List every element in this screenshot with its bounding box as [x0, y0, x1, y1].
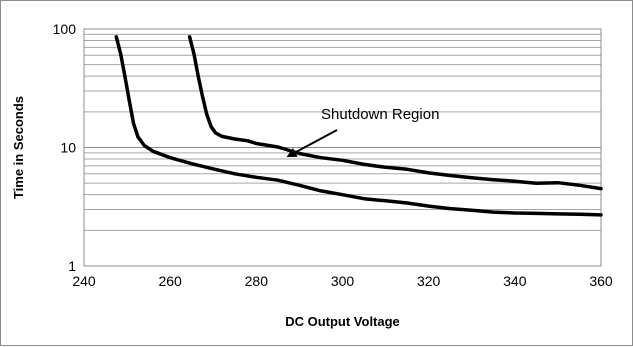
x-tick-label: 360	[589, 273, 613, 289]
annotation-arrowhead	[286, 147, 298, 158]
x-tick-label: 240	[72, 273, 96, 289]
y-tick-label: 1	[68, 258, 76, 274]
x-tick-label: 340	[503, 273, 527, 289]
annotation-label: Shutdown Region	[321, 106, 439, 123]
x-tick-label: 260	[158, 273, 182, 289]
x-tick-label: 280	[245, 273, 269, 289]
x-axis-title: DC Output Voltage	[285, 314, 400, 329]
y-tick-label: 10	[60, 140, 76, 156]
annotation-arrow	[294, 129, 338, 154]
x-tick-label: 320	[417, 273, 441, 289]
x-tick-label: 300	[331, 273, 355, 289]
annotation: Shutdown Region	[286, 106, 439, 158]
gridlines	[84, 28, 601, 267]
y-tick-label: 100	[53, 21, 77, 37]
series-line-2	[187, 35, 603, 191]
plot-area	[83, 28, 602, 267]
y-axis-title: Time in Seconds	[11, 96, 26, 199]
tick-labels: 240 260 280 300 320 340 360 1 10 100	[53, 21, 613, 289]
series-lines	[114, 35, 603, 217]
series-line-1	[114, 35, 603, 217]
